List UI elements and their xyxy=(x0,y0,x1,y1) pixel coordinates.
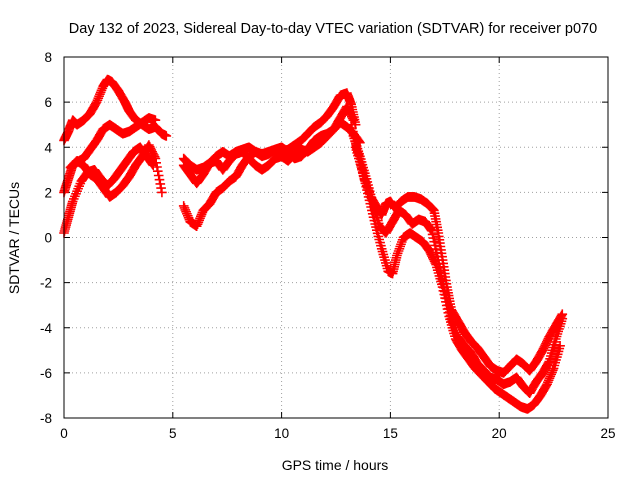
y-tick-label: 6 xyxy=(44,95,52,110)
y-tick-label: 4 xyxy=(44,140,52,155)
y-tick-label: 0 xyxy=(44,231,52,246)
data-point xyxy=(157,187,167,198)
data-point xyxy=(443,308,454,318)
data-point xyxy=(161,131,172,141)
x-tick-label: 25 xyxy=(600,426,615,441)
data-point xyxy=(426,225,437,236)
y-tick-label: -4 xyxy=(40,321,52,336)
data-points xyxy=(59,74,568,414)
series-track-9 xyxy=(348,131,568,398)
x-axis-label: GPS time / hours xyxy=(282,457,389,473)
data-point xyxy=(150,115,161,125)
plot-frame xyxy=(63,56,609,419)
data-point xyxy=(438,286,449,296)
y-tick-label: 2 xyxy=(44,185,52,200)
series-track-3 xyxy=(59,142,158,238)
data-point xyxy=(555,341,565,351)
y-tick-label: -2 xyxy=(40,276,52,291)
chart-title: Day 132 of 2023, Sidereal Day-to-day VTE… xyxy=(69,21,597,37)
y-tick-label: 8 xyxy=(44,50,52,65)
data-point xyxy=(441,297,451,307)
y-tick-label: -8 xyxy=(40,411,52,426)
y-axis-label: SDTVAR / TECUs xyxy=(6,182,22,294)
series-track-10 xyxy=(350,142,565,414)
x-tick-label: 20 xyxy=(492,426,507,441)
x-tick-label: 15 xyxy=(383,426,398,441)
data-point xyxy=(426,224,436,235)
x-tick-label: 10 xyxy=(274,426,289,441)
series-track-7 xyxy=(178,101,359,231)
data-point xyxy=(439,289,450,300)
data-point xyxy=(153,166,163,176)
x-tick-label: 5 xyxy=(169,426,177,441)
data-point xyxy=(428,233,439,243)
data-point xyxy=(430,258,441,268)
data-point xyxy=(557,313,568,324)
y-tick-label: -6 xyxy=(40,366,52,381)
x-tick-label: 0 xyxy=(60,426,68,441)
series-track-4 xyxy=(65,140,167,202)
series-track-1 xyxy=(59,74,172,146)
